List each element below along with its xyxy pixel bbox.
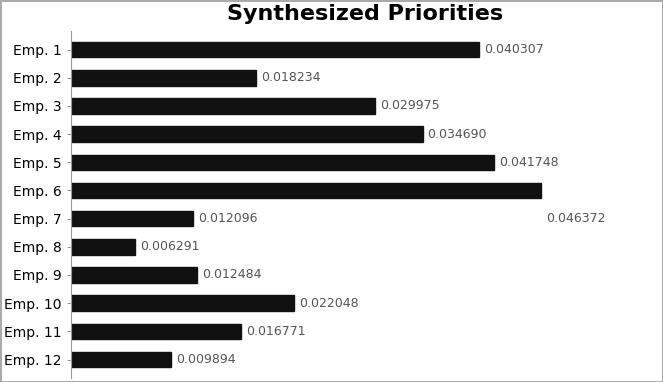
Text: 0.009894: 0.009894	[176, 353, 236, 366]
Text: 0.034690: 0.034690	[428, 128, 487, 141]
Text: 0.046372: 0.046372	[546, 212, 605, 225]
Bar	[71, 98, 375, 114]
Text: 0.016771: 0.016771	[246, 325, 306, 338]
Bar	[71, 183, 541, 198]
Bar	[71, 42, 479, 57]
Text: 0.029975: 0.029975	[380, 99, 440, 112]
Text: 0.041748: 0.041748	[499, 156, 559, 169]
Bar	[71, 267, 198, 283]
Bar	[71, 70, 256, 86]
Bar	[71, 211, 194, 227]
Bar	[71, 352, 171, 367]
Text: 0.006291: 0.006291	[140, 240, 199, 253]
Bar	[71, 239, 135, 254]
Text: 0.018234: 0.018234	[261, 71, 320, 84]
Title: Synthesized Priorities: Synthesized Priorities	[227, 4, 503, 24]
Bar	[71, 155, 494, 170]
Text: 0.012096: 0.012096	[198, 212, 258, 225]
Bar	[71, 295, 294, 311]
Text: 0.040307: 0.040307	[485, 43, 544, 56]
Bar	[71, 324, 241, 339]
Text: 0.012484: 0.012484	[202, 269, 262, 282]
Text: 0.022048: 0.022048	[300, 297, 359, 310]
Bar	[71, 126, 422, 142]
